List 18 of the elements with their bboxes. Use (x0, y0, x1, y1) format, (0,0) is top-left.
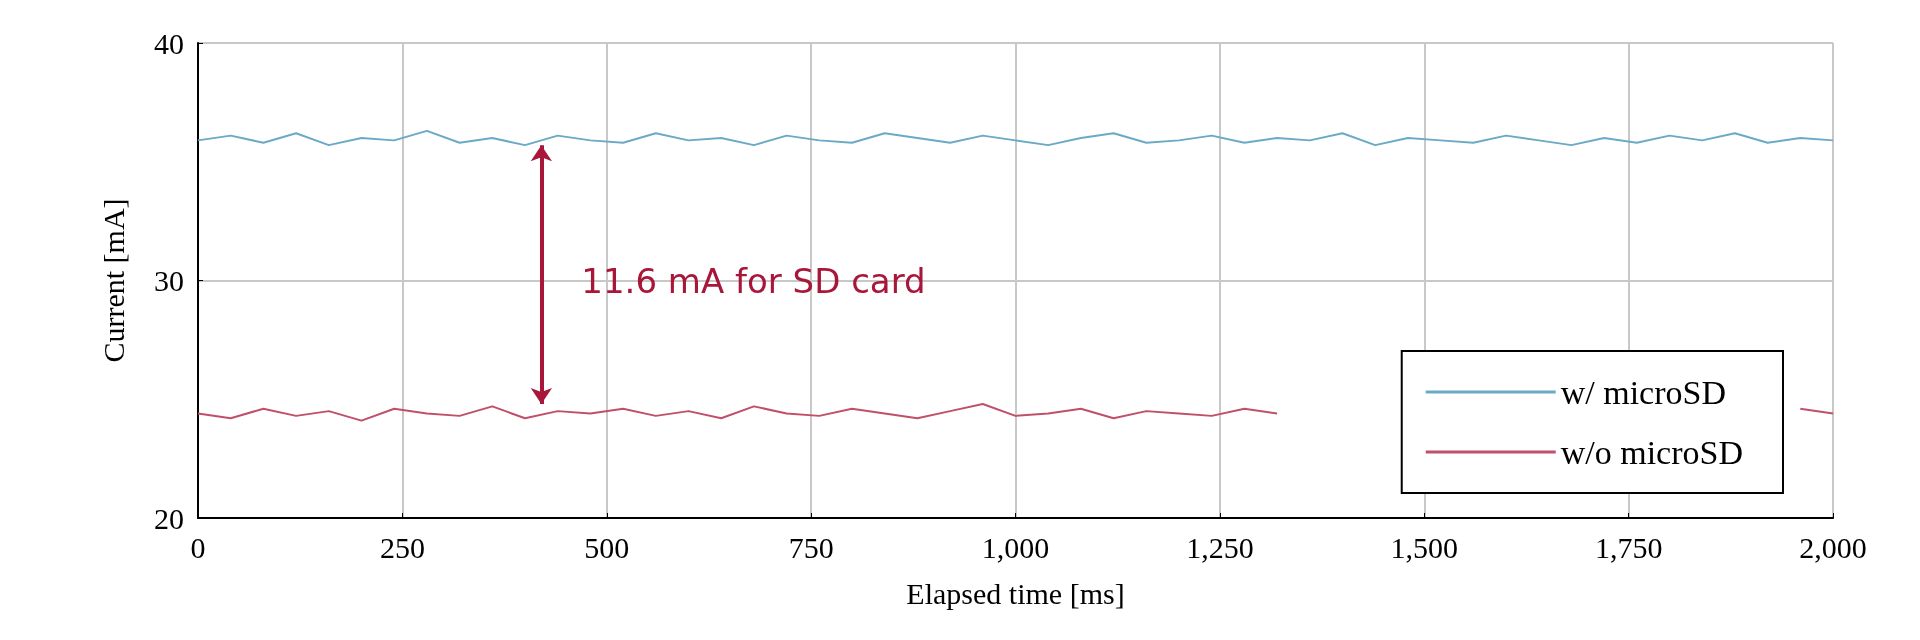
x-tick-label: 0 (190, 530, 206, 564)
y-tick-label: 30 (154, 264, 184, 297)
x-tick-label: 1,250 (1186, 530, 1254, 564)
line-series (197, 129, 1834, 147)
x-tick-label: 1,750 (1594, 530, 1663, 564)
y-tick-label: 40 (154, 26, 184, 60)
annotation: 11.6 mA for SD card (581, 260, 926, 301)
y-axis-title: Current [mA] (96, 198, 130, 363)
legend-label: w/ microSD (1560, 373, 1727, 411)
legend-label: w/o microSD (1560, 433, 1744, 471)
y-tick-label: 20 (154, 501, 184, 535)
x-axis-title: Elapsed time [ms] (906, 576, 1125, 610)
x-tick-label: 1,500 (1390, 530, 1458, 564)
x-tick-label: 2,000 (1799, 530, 1867, 564)
x-tick-label: 250 (379, 530, 425, 564)
x-tick-label: 1,000 (981, 530, 1050, 564)
x-tick-label: 750 (788, 530, 834, 564)
x-tick-label: 500 (584, 530, 630, 564)
